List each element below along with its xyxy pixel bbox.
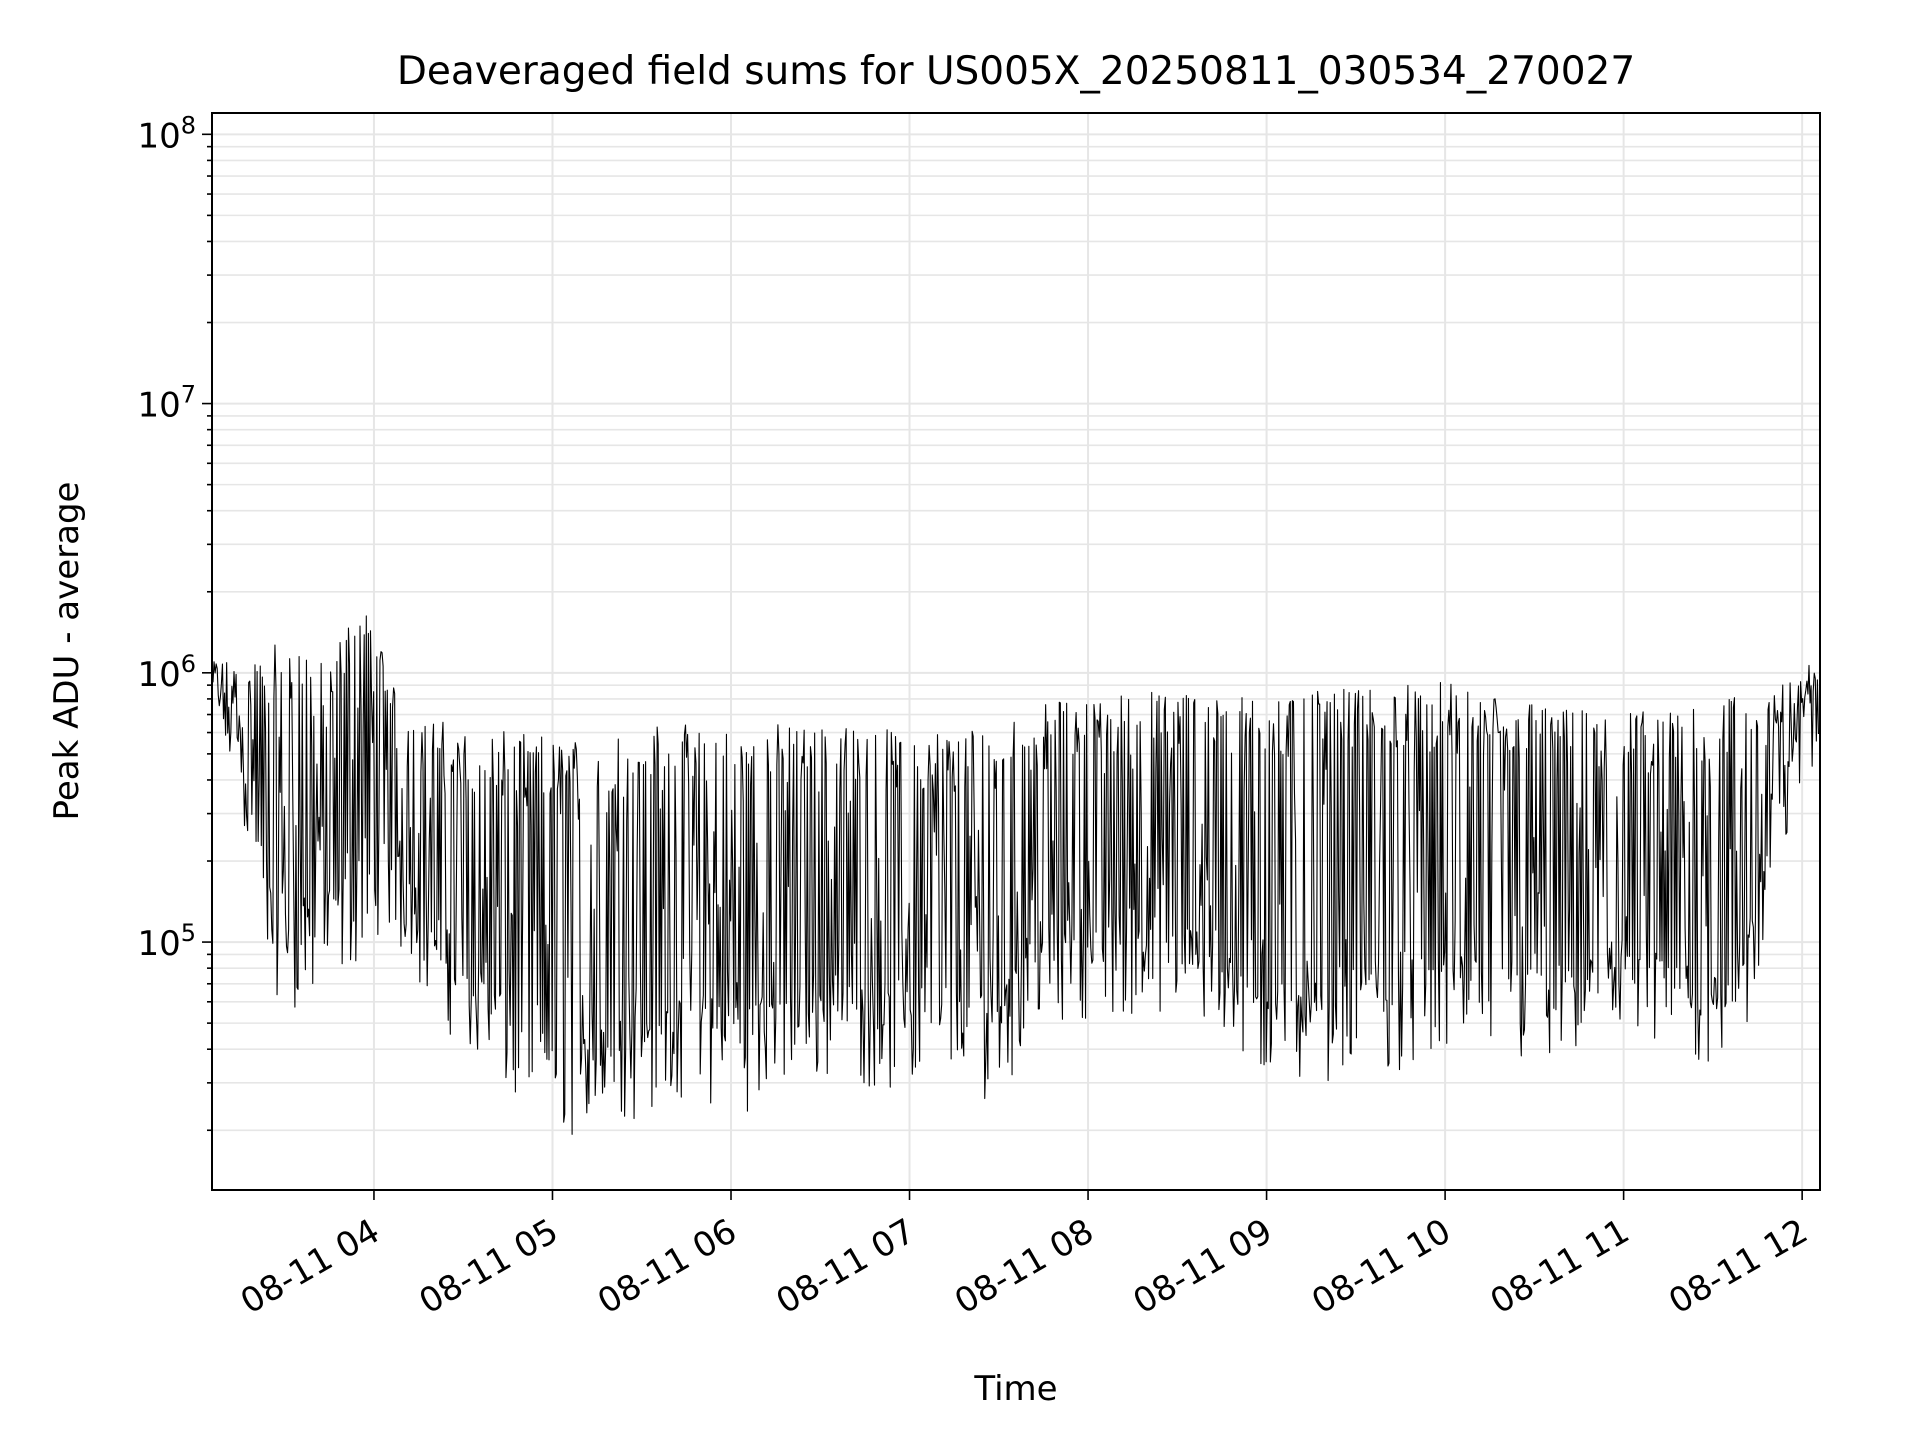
y-tick-label: 106 xyxy=(137,650,196,695)
series-line xyxy=(212,615,1819,1135)
plot-frame xyxy=(211,112,1821,1191)
y-axis: 105 106 107 108 xyxy=(137,111,212,1132)
y-tick-label: 107 xyxy=(137,381,196,426)
x-tick-label: 08-11 06 xyxy=(591,1211,743,1322)
series-area xyxy=(212,615,1819,1135)
x-tick-label: 08-11 09 xyxy=(1127,1211,1279,1322)
grid xyxy=(212,113,1820,1190)
x-tick-label: 08-11 08 xyxy=(948,1211,1100,1322)
chart-title: Deaveraged field sums for US005X_2025081… xyxy=(397,49,1635,94)
x-tick-label: 08-11 11 xyxy=(1484,1211,1636,1322)
x-tick-label: 08-11 07 xyxy=(770,1211,922,1322)
y-axis-label: Peak ADU - average xyxy=(47,482,87,821)
x-tick-label: 08-11 04 xyxy=(234,1211,386,1322)
y-tick-label: 105 xyxy=(137,919,196,964)
y-tick-label: 108 xyxy=(137,111,196,156)
x-axis-label: Time xyxy=(973,1369,1057,1409)
x-tick-label: 08-11 12 xyxy=(1662,1211,1814,1322)
x-axis: 08-11 04 08-11 05 08-11 06 08-11 07 08-11 08… xyxy=(234,1190,1815,1322)
x-tick-label: 08-11 10 xyxy=(1305,1211,1457,1322)
x-tick-label: 08-11 05 xyxy=(413,1211,565,1322)
